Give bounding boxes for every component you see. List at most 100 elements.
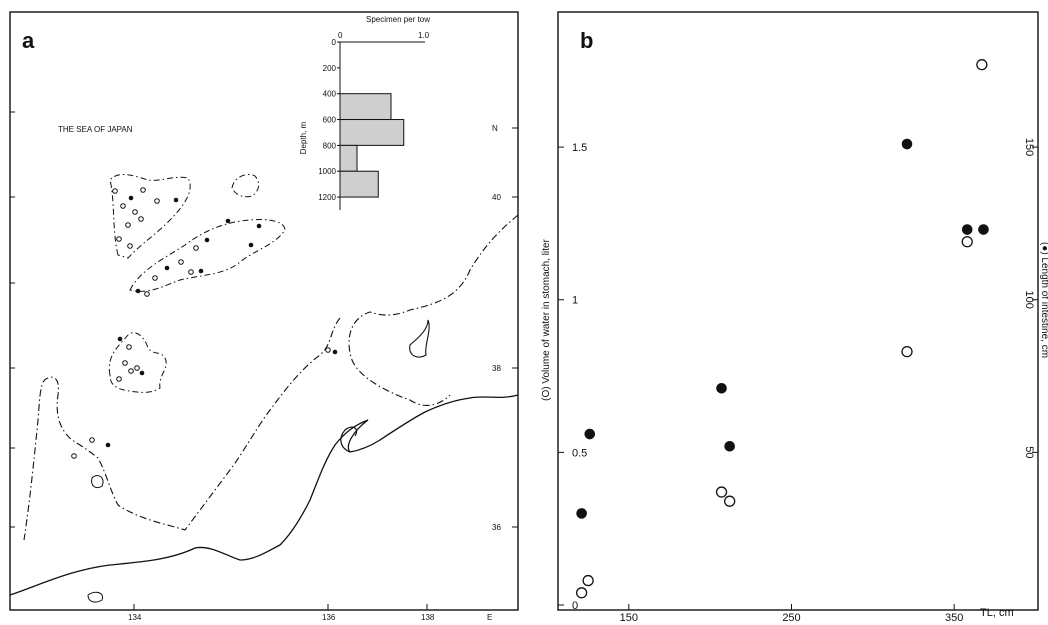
intestine-length-point [901, 138, 913, 150]
map-panel: a THE SEA OF JAPAN [9, 11, 519, 622]
coastline [9, 394, 519, 596]
station-open [127, 243, 133, 249]
inset-x-tick-1: 1.0 [418, 31, 430, 40]
station-filled [117, 336, 123, 342]
y-left-label: (O) Volume of water in stomach, liter [541, 238, 552, 400]
station-open [134, 365, 140, 371]
water-volume-point [901, 345, 913, 358]
station-open [125, 222, 131, 228]
station-open [144, 291, 150, 297]
station-markers [71, 187, 338, 459]
lat-tick-label-40: 40 [492, 193, 501, 202]
station-filled [135, 288, 141, 294]
bank-central [129, 219, 286, 292]
water-volume-point [961, 236, 973, 248]
y-right-tick-label: 50 [1023, 446, 1035, 458]
water-volume-point [582, 574, 594, 587]
panel-b-letter: b [580, 28, 593, 53]
depth-histogram-inset: Specimen per tow 0 1.0 Depth, m 0 200 400 6… [299, 15, 430, 210]
intestine-length-point [724, 440, 735, 452]
y-right-tick-label: 150 [1023, 138, 1035, 156]
lon-unit-label: E [487, 613, 492, 622]
inset-y-tick-label: 400 [323, 90, 337, 99]
intestine-length-point [961, 224, 973, 235]
inset-y-ticks: 0 200 400 600 800 1000 1200 [318, 38, 340, 202]
station-filled [164, 265, 170, 271]
station-filled [204, 237, 210, 243]
y-left-tick-label: 0.5 [572, 447, 587, 459]
inset-bar [339, 144, 358, 172]
small-island [87, 591, 104, 603]
station-open [140, 187, 146, 193]
inset-bar [339, 119, 405, 146]
scatter-panel: b (O) Volume of water in stomach, liter … [541, 11, 1048, 624]
station-open [120, 203, 126, 209]
station-filled [128, 195, 134, 201]
lon-tick-label-136: 136 [322, 613, 336, 622]
station-open [116, 376, 122, 382]
inset-y-tick-label: 600 [323, 116, 337, 125]
station-open [89, 437, 95, 443]
scatter-axes: 150 250 350 0 0.5 1 1.5 50 100 150 [558, 138, 1038, 624]
lat-tick-label-36: 36 [492, 523, 501, 532]
station-open [138, 216, 144, 222]
y-left-tick-label: 1.5 [572, 142, 587, 154]
inset-bar [339, 93, 392, 121]
y-right-tick-label: 100 [1023, 291, 1035, 309]
inset-y-tick-label: 1200 [318, 193, 336, 202]
inset-y-tick-label: 800 [323, 141, 337, 150]
x-tick-label: 250 [782, 612, 800, 624]
station-filled [139, 370, 145, 376]
station-open [152, 275, 158, 281]
bank-yamato [108, 332, 167, 393]
x-tick-label: 350 [945, 612, 963, 624]
inset-x-tick-0: 0 [338, 31, 343, 40]
water-volume-point [575, 587, 588, 599]
scatter-points [575, 59, 989, 599]
map-frame [9, 11, 519, 611]
station-filled [198, 268, 204, 274]
station-filled [225, 218, 231, 224]
noto-peninsula [340, 426, 358, 453]
inset-title: Specimen per tow [366, 15, 430, 24]
station-open [128, 368, 134, 374]
station-open [188, 269, 194, 275]
water-volume-point [724, 495, 736, 507]
water-volume-point [976, 59, 988, 71]
inset-y-tick-label: 200 [323, 64, 337, 73]
station-open [193, 245, 199, 251]
inset-y-tick-label: 1000 [318, 167, 336, 176]
depth-contour [23, 214, 519, 541]
y-left-tick-label: 1 [572, 295, 578, 307]
lon-tick-label-138: 138 [421, 613, 435, 622]
station-filled [248, 242, 254, 248]
station-open [325, 347, 331, 353]
station-open [112, 188, 118, 194]
lat-unit-label: N [492, 124, 498, 133]
bank-north [109, 174, 191, 259]
station-open [132, 209, 138, 215]
station-open [126, 344, 132, 350]
oki-islands [91, 475, 104, 489]
y-left-tick-label: 0 [572, 600, 578, 612]
station-open [122, 360, 128, 366]
sea-label: THE SEA OF JAPAN [58, 125, 133, 134]
inset-bars [339, 93, 405, 198]
panel-a-letter: a [22, 28, 35, 53]
inset-bar [339, 170, 379, 198]
water-volume-point [715, 486, 728, 498]
intestine-length-point [716, 382, 727, 394]
bank-east [231, 174, 260, 198]
scatter-frame [557, 11, 1039, 611]
station-open [71, 453, 77, 459]
station-open [116, 236, 122, 242]
station-open [178, 259, 184, 265]
inset-y-tick-label: 0 [332, 38, 337, 47]
intestine-length-point [978, 224, 989, 235]
station-open [154, 198, 160, 204]
x-tick-label: 150 [620, 612, 638, 624]
intestine-length-point [576, 508, 587, 519]
lat-tick-label-38: 38 [492, 364, 501, 373]
station-filled [173, 197, 179, 203]
